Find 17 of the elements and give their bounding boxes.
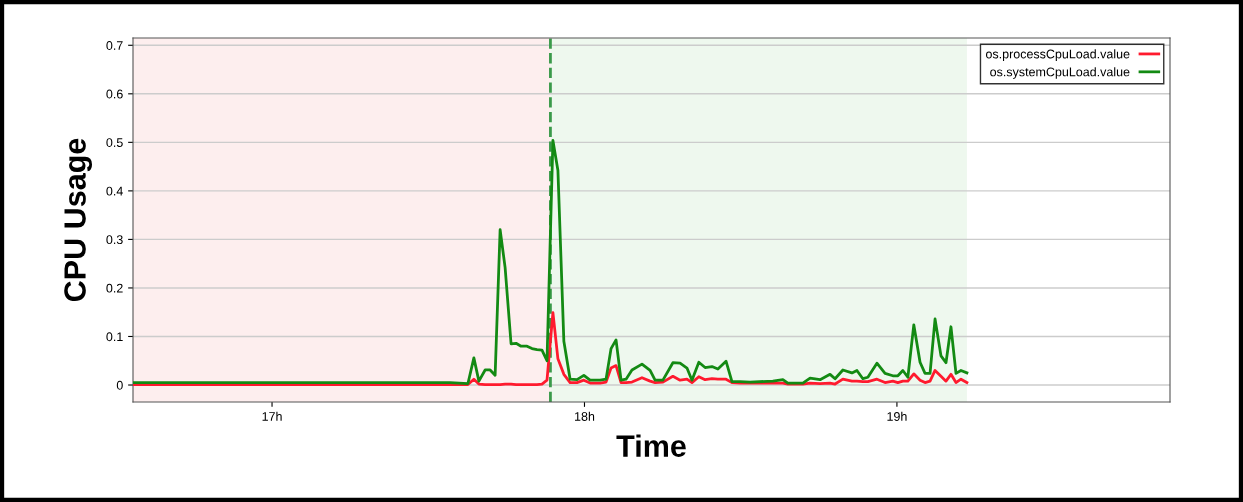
y-tick-label: 0.1 <box>106 332 123 342</box>
y-tick-label: 0.5 <box>106 138 123 147</box>
y-tick-label: 0.7 <box>106 41 123 50</box>
y-tick-label: 0.6 <box>106 89 123 99</box>
y-tick-label: 0 <box>116 380 123 390</box>
x-tick-label: 18h <box>575 411 595 421</box>
x-tick-label: 17h <box>262 411 282 421</box>
line-series <box>133 311 969 386</box>
legend-label: os.systemCpuLoad.value <box>990 67 1130 79</box>
x-tick-label: 19h <box>887 411 907 421</box>
legend-label: os.processCpuLoad.value <box>986 49 1130 61</box>
x-axis-title: Time <box>616 434 686 457</box>
y-axis-title: CPU Usage <box>64 138 93 302</box>
line-series <box>133 139 969 385</box>
y-tick-label: 0.3 <box>106 235 123 245</box>
y-tick-label: 0.2 <box>106 283 123 293</box>
y-tick-label: 0.4 <box>106 186 123 196</box>
